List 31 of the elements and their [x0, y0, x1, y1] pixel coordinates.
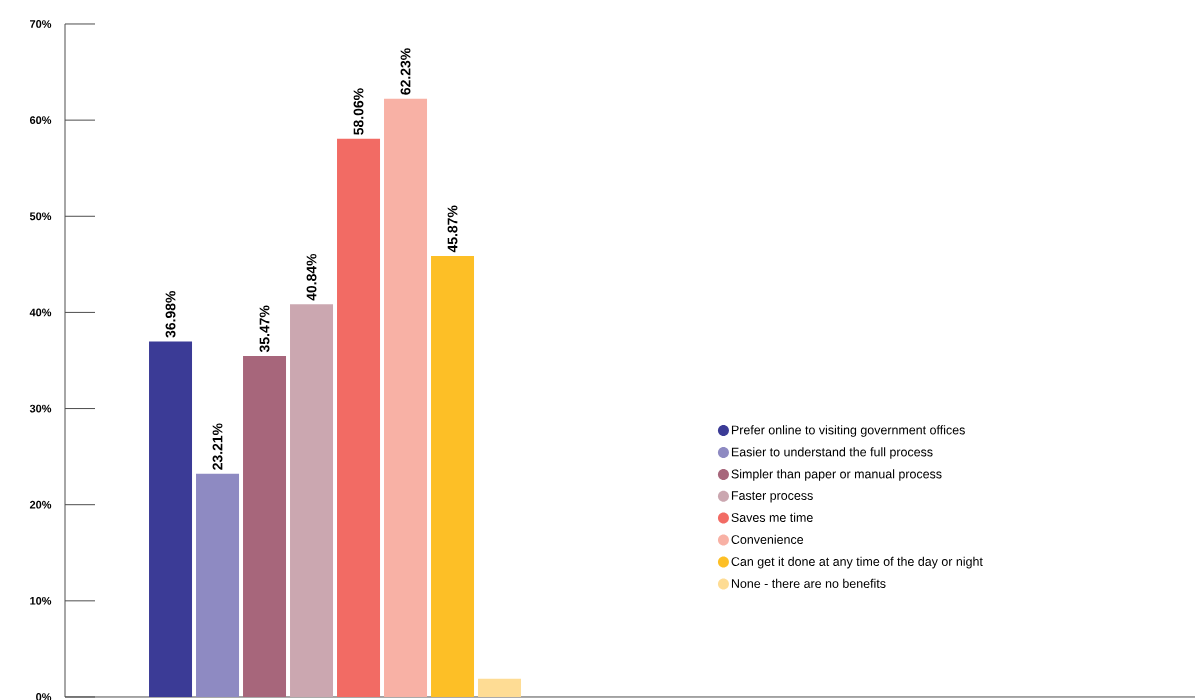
legend-label: Faster process — [731, 491, 813, 503]
bar — [290, 304, 334, 697]
y-tick-label: 50% — [29, 212, 52, 221]
y-tick-label: 60% — [29, 116, 52, 125]
y-tick-label: 30% — [29, 404, 52, 413]
data-label: 40.84% — [306, 253, 317, 301]
data-label: 45.87% — [447, 205, 458, 253]
bar — [243, 355, 287, 697]
y-tick-label: 40% — [29, 308, 52, 317]
y-tick-label: 10% — [30, 596, 52, 605]
legend-label: Easier to understand the full process — [731, 447, 933, 459]
y-tick-label: 20% — [29, 500, 52, 509]
legend-label: Saves me time — [731, 512, 813, 522]
bar — [196, 473, 240, 697]
legend-label: Simpler than paper or manual process — [731, 469, 942, 481]
data-label: 62.23% — [400, 48, 411, 95]
data-label: 35.47% — [259, 305, 270, 353]
data-label: 23.21% — [212, 423, 223, 470]
bar — [478, 678, 522, 697]
legend-label: None - there are no benefits — [731, 578, 886, 588]
bar — [149, 341, 193, 697]
legend-label: Can get it done at any time of the day or night — [731, 556, 983, 569]
bar — [431, 255, 475, 697]
legend-label: Prefer online to visiting government offices — [731, 425, 965, 437]
y-tick-label: 0% — [36, 693, 52, 700]
bar — [337, 138, 381, 697]
y-tick-label: 70% — [30, 20, 52, 28]
bar — [384, 98, 428, 697]
legend-label: Convenience — [731, 534, 804, 544]
data-label: 36.98% — [165, 291, 176, 338]
data-label: 58.06% — [353, 88, 364, 135]
